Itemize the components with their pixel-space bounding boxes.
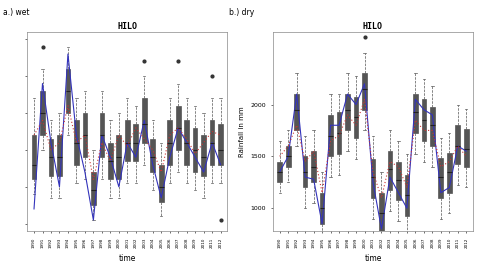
PathPatch shape (108, 143, 113, 180)
PathPatch shape (32, 135, 36, 180)
PathPatch shape (413, 94, 418, 133)
PathPatch shape (286, 146, 290, 167)
PathPatch shape (40, 91, 45, 135)
PathPatch shape (464, 129, 468, 167)
PathPatch shape (439, 158, 443, 198)
PathPatch shape (379, 193, 384, 231)
PathPatch shape (421, 99, 426, 141)
Title: HILO: HILO (117, 22, 137, 31)
Title: HILO: HILO (363, 22, 383, 31)
PathPatch shape (125, 120, 130, 161)
X-axis label: time: time (119, 254, 136, 263)
PathPatch shape (150, 139, 155, 172)
PathPatch shape (201, 135, 206, 176)
PathPatch shape (57, 135, 62, 176)
PathPatch shape (430, 107, 435, 146)
Text: a.) wet: a.) wet (3, 8, 30, 17)
PathPatch shape (388, 151, 392, 190)
PathPatch shape (184, 120, 189, 165)
X-axis label: time: time (364, 254, 382, 263)
PathPatch shape (362, 73, 367, 110)
PathPatch shape (345, 94, 350, 130)
PathPatch shape (168, 120, 172, 165)
PathPatch shape (405, 174, 409, 216)
PathPatch shape (303, 156, 308, 187)
PathPatch shape (396, 161, 401, 200)
Y-axis label: Rainfall in mm: Rainfall in mm (239, 106, 245, 157)
PathPatch shape (74, 120, 79, 165)
PathPatch shape (159, 165, 164, 201)
PathPatch shape (354, 97, 359, 138)
PathPatch shape (294, 94, 299, 130)
PathPatch shape (99, 113, 104, 157)
PathPatch shape (328, 115, 333, 156)
PathPatch shape (83, 113, 87, 157)
PathPatch shape (66, 69, 70, 113)
PathPatch shape (337, 112, 341, 154)
Text: b.) dry: b.) dry (229, 8, 254, 17)
PathPatch shape (117, 135, 121, 180)
PathPatch shape (320, 193, 324, 224)
PathPatch shape (48, 139, 53, 176)
PathPatch shape (456, 125, 460, 164)
PathPatch shape (312, 151, 316, 182)
PathPatch shape (447, 153, 452, 193)
PathPatch shape (277, 161, 282, 182)
PathPatch shape (218, 124, 223, 165)
PathPatch shape (210, 120, 215, 165)
PathPatch shape (371, 159, 375, 198)
PathPatch shape (133, 124, 138, 161)
PathPatch shape (142, 98, 146, 143)
PathPatch shape (193, 128, 197, 172)
PathPatch shape (176, 106, 180, 150)
PathPatch shape (91, 172, 96, 205)
